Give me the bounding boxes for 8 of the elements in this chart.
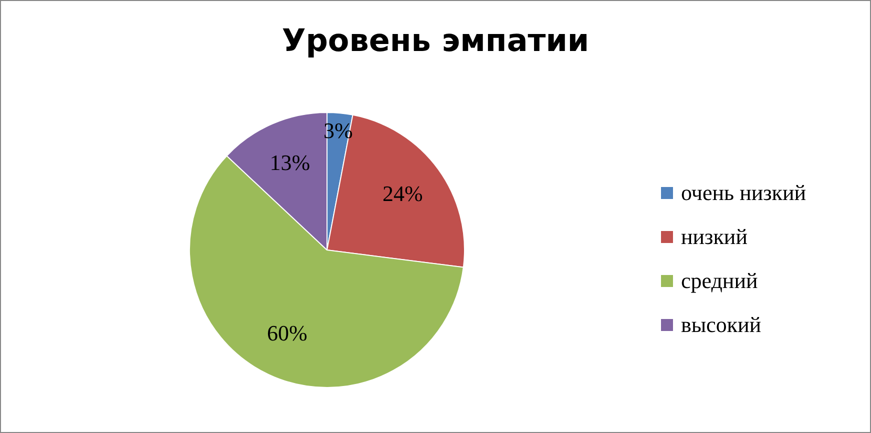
legend-label: очень низкий [681, 180, 806, 206]
data-label: 60% [267, 320, 308, 346]
legend-label: средний [681, 268, 758, 294]
data-label: 13% [270, 150, 310, 175]
data-label: 24% [382, 180, 423, 206]
legend-label: низкий [681, 224, 748, 250]
legend-label: высокий [681, 312, 762, 338]
chart-title: Уровень эмпатии [280, 23, 590, 59]
